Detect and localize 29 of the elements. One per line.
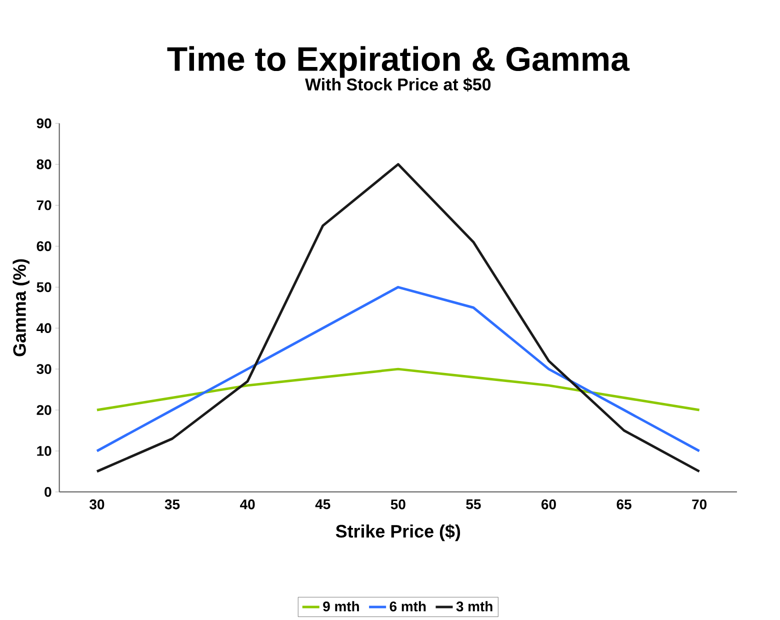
y-tick-label: 0	[44, 487, 52, 497]
line-series	[96, 286, 701, 452]
x-tick-label: 40	[240, 500, 255, 510]
line-series	[96, 163, 701, 473]
y-tick-label: 50	[36, 282, 52, 292]
x-axis-title: Strike Price ($)	[336, 524, 460, 542]
x-tick-label: 35	[164, 500, 180, 510]
y-tick-label: 70	[36, 200, 52, 210]
y-tick-label: 30	[36, 364, 52, 374]
line-series	[96, 368, 701, 412]
y-tick-label: 10	[37, 446, 52, 456]
y-tick-label: 20	[36, 405, 52, 416]
legend-label: 9 mth	[323, 601, 359, 612]
chart-subtitle: With Stock Price at $50	[305, 78, 491, 92]
x-tick-label: 55	[466, 500, 481, 510]
x-tick-label: 65	[616, 500, 632, 510]
x-tick-label: 70	[692, 500, 707, 510]
y-tick-label: 40	[36, 323, 52, 334]
y-tick-label: 90	[36, 118, 52, 128]
x-tick-label: 60	[541, 500, 556, 510]
x-tick-label: 30	[90, 500, 104, 510]
x-tick-label: 45	[315, 500, 330, 510]
legend-label: 3 mth	[456, 601, 492, 612]
legend-label: 6 mth	[390, 601, 426, 612]
y-tick-label: 80	[36, 159, 52, 170]
x-tick-label: 50	[390, 500, 406, 510]
chart-title: Time to Expiration & Gamma	[167, 46, 630, 78]
y-axis-title: Gamma (%)	[12, 259, 30, 356]
y-tick-label: 60	[36, 241, 52, 252]
